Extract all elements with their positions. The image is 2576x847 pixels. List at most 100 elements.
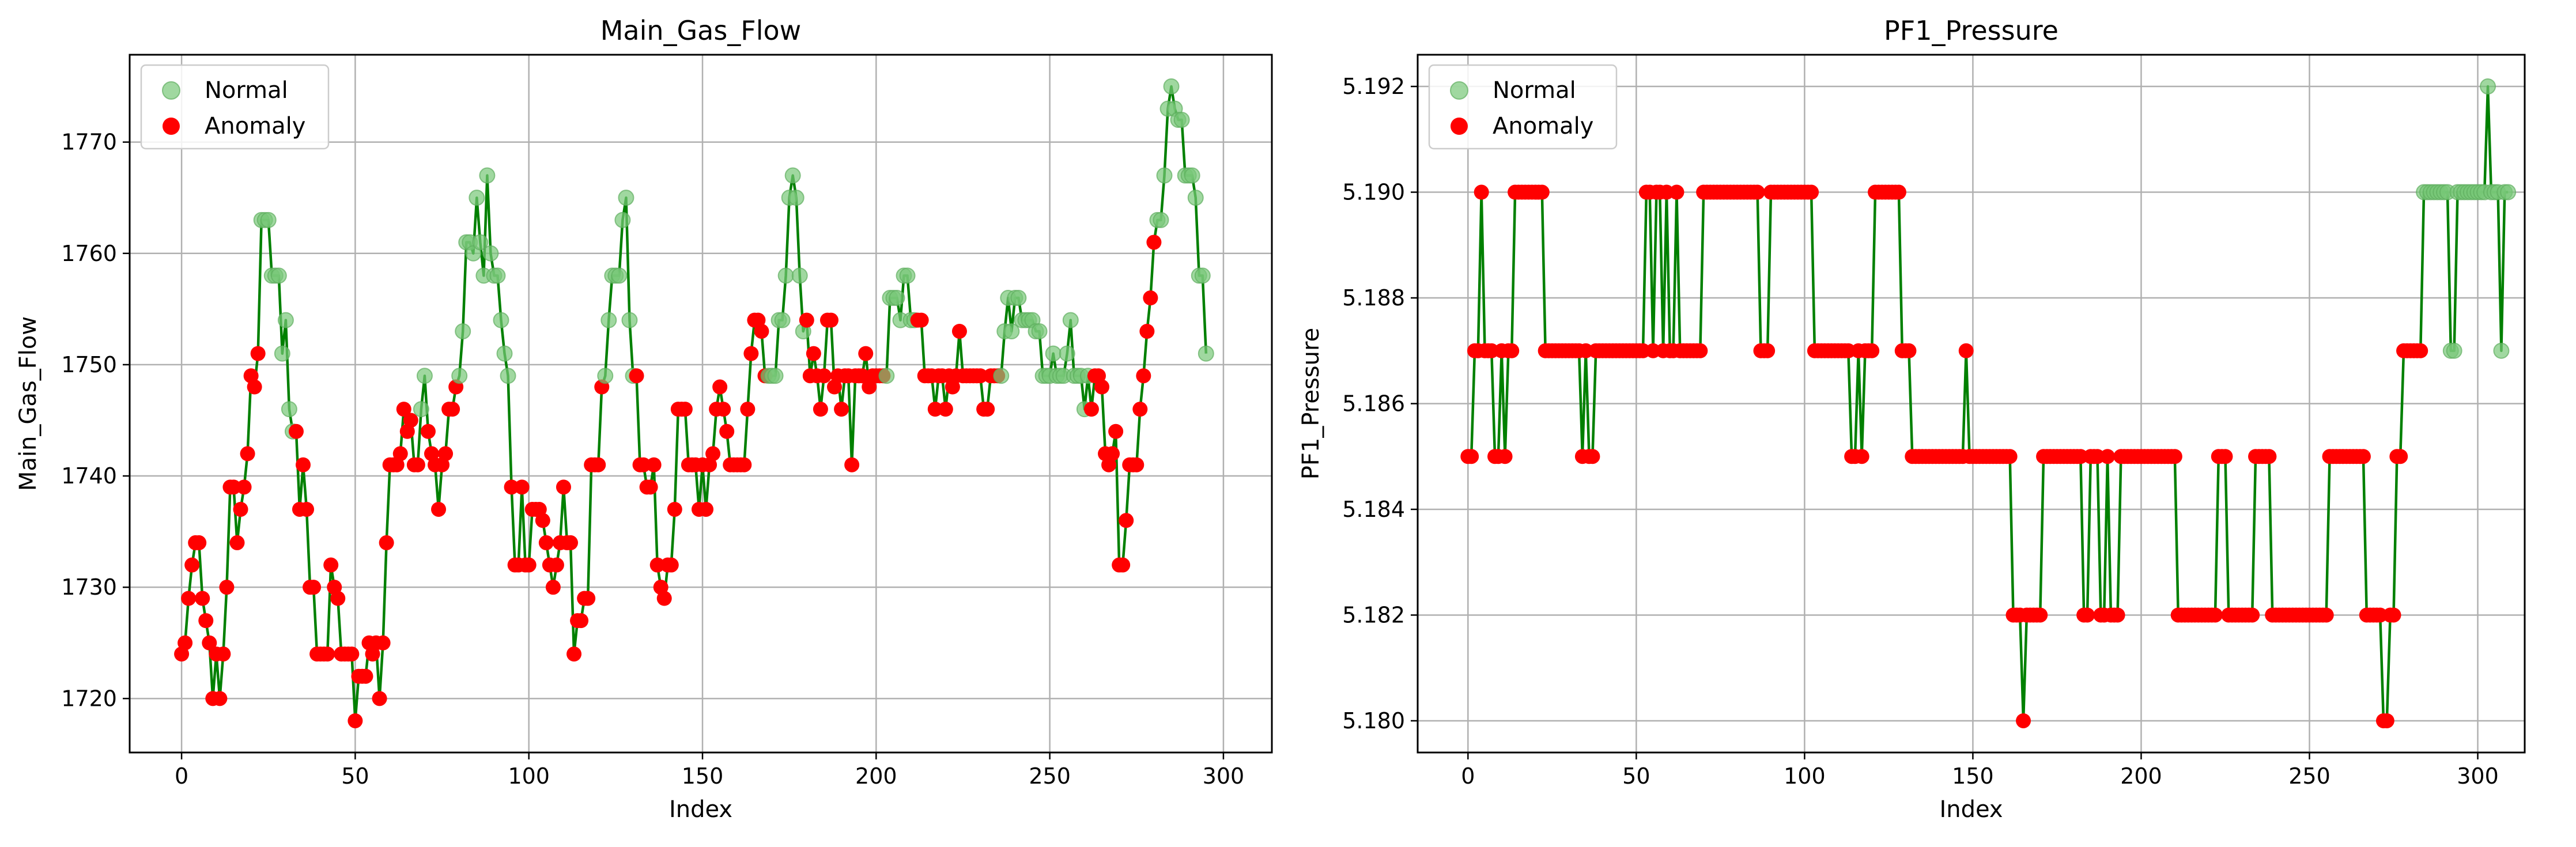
anomaly-point	[219, 580, 235, 595]
anomaly-point	[591, 457, 606, 472]
anomaly-point	[216, 646, 231, 662]
anomaly-point	[2167, 449, 2182, 464]
y-axis-label: Main_Gas_Flow	[15, 316, 41, 491]
anomaly-point	[719, 423, 735, 439]
normal-point	[413, 401, 429, 418]
anomaly-point	[566, 646, 582, 662]
anomaly-point	[1804, 184, 1819, 200]
anomaly-point	[431, 501, 447, 517]
anomaly-point	[330, 591, 346, 606]
anomaly-point	[1108, 423, 1124, 439]
anomaly-point	[799, 312, 814, 328]
anomaly-point	[1094, 379, 1110, 395]
anomaly-point	[677, 402, 693, 417]
legend-normal-marker	[162, 81, 180, 100]
normal-point	[270, 267, 287, 284]
anomaly-point	[2379, 713, 2394, 728]
anomaly-point	[629, 368, 644, 384]
anomaly-point	[2393, 449, 2408, 464]
anomaly-point	[2100, 449, 2116, 464]
anomaly-point	[1901, 343, 1917, 358]
anomaly-point	[698, 501, 714, 517]
anomaly-point	[358, 668, 373, 684]
legend-box	[1428, 64, 1618, 150]
anomaly-point	[1105, 446, 1120, 462]
y-tick-label: 5.182	[1342, 602, 1405, 627]
anomaly-point	[1864, 343, 1880, 358]
y-tick-label: 1720	[61, 686, 117, 711]
anomaly-point	[636, 457, 651, 472]
anomaly-point	[2110, 607, 2125, 623]
anomaly-point	[2218, 449, 2233, 464]
normal-point	[1003, 323, 1020, 339]
anomaly-point	[348, 713, 363, 728]
anomaly-point	[643, 479, 658, 495]
anomaly-point	[858, 346, 874, 361]
anomaly-point	[181, 591, 197, 606]
anomaly-point	[420, 423, 436, 439]
anomaly-point	[396, 402, 411, 417]
anomaly-point	[1669, 184, 1684, 200]
anomaly-point	[392, 446, 408, 462]
anomaly-point	[323, 557, 339, 573]
anomaly-point	[2245, 607, 2260, 623]
anomaly-point	[403, 413, 418, 428]
anomaly-point	[306, 580, 322, 595]
normal-point	[1184, 167, 1200, 184]
normal-point	[281, 401, 297, 418]
normal-point	[791, 267, 808, 284]
anomaly-point	[754, 323, 769, 339]
chart-pf1-pressure: 0 50 100 150 200 250 300 5.180 5.182 5.184 5.186 5.…	[1298, 15, 2526, 823]
x-tick-label: 200	[855, 763, 897, 789]
normal-point	[482, 245, 499, 262]
normal-point	[1163, 78, 1180, 95]
y-tick-label: 5.188	[1342, 285, 1405, 311]
y-axis-label: PF1_Pressure	[1298, 328, 1324, 479]
anomaly-point	[2261, 449, 2277, 464]
anomaly-point	[549, 557, 564, 573]
anomaly-point	[504, 479, 519, 495]
anomaly-point	[198, 613, 214, 629]
plot-frame	[129, 54, 1273, 754]
anomaly-point	[951, 323, 967, 339]
anomaly-point	[646, 457, 662, 472]
legend-anomaly-label: Anomaly	[205, 113, 305, 139]
anomaly-point	[973, 368, 988, 384]
x-tick-label: 200	[2120, 763, 2162, 789]
normal-point	[260, 211, 277, 228]
anomaly-point	[1693, 343, 1708, 358]
normal-point	[274, 345, 290, 362]
normal-point	[777, 267, 794, 284]
legend-anomaly-label: Anomaly	[1493, 113, 1593, 139]
anomaly-point	[379, 535, 394, 550]
x-tick-label: 50	[1622, 763, 1650, 789]
x-tick-label: 300	[2457, 763, 2499, 789]
anomaly-point	[556, 479, 571, 495]
anomaly-point	[1474, 184, 1489, 200]
normal-point	[496, 345, 513, 362]
normal-point	[611, 267, 628, 284]
anomaly-point	[212, 691, 228, 706]
y-tick-label: 1750	[61, 352, 117, 377]
normal-point	[1153, 211, 1169, 228]
normal-point	[1173, 111, 1190, 128]
anomaly-point	[195, 591, 210, 606]
normal-point	[2500, 184, 2517, 201]
normal-point	[788, 190, 804, 206]
anomaly-point	[1146, 235, 1162, 250]
anomaly-point	[538, 535, 554, 550]
normal-point	[618, 190, 634, 206]
normal-point	[899, 267, 916, 284]
legend-anomaly-marker	[1451, 118, 1468, 135]
anomaly-point	[716, 402, 731, 417]
normal-point	[1156, 167, 1173, 184]
legend-normal-marker	[1450, 81, 1468, 100]
anomaly-point	[202, 635, 217, 651]
x-tick-label: 0	[175, 763, 188, 789]
normal-point	[451, 368, 468, 384]
anomaly-point	[1534, 184, 1550, 200]
normal-point	[774, 312, 791, 328]
anomaly-point	[299, 501, 315, 517]
normal-point	[621, 312, 638, 328]
